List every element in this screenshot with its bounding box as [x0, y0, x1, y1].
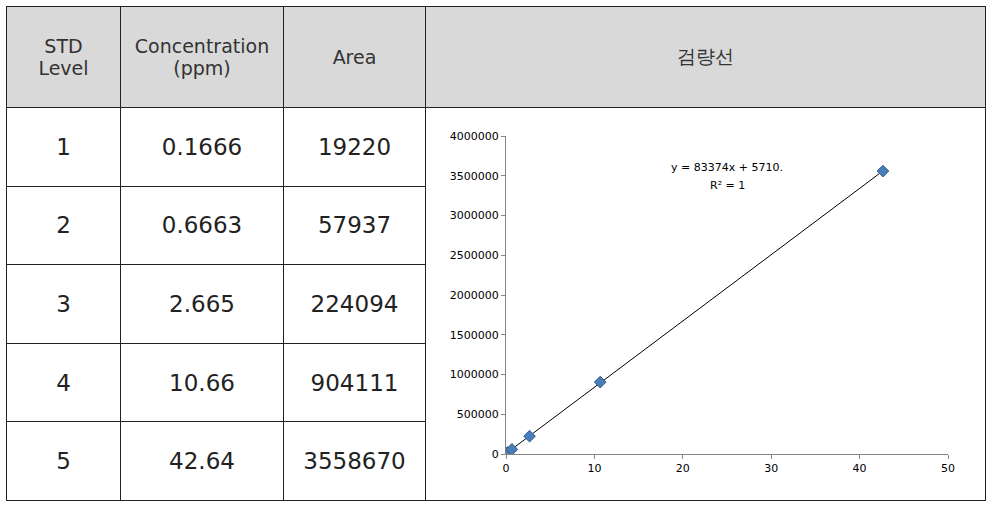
html-text:Concentration: Concentration	[134, 35, 270, 57]
svg-text:40: 40	[853, 462, 867, 475]
svg-text:1500000: 1500000	[450, 329, 499, 342]
html-text:3558670: 3558670	[303, 448, 406, 475]
svg-text:y = 83374x + 5710.: y = 83374x + 5710.	[671, 161, 783, 174]
html-text:2: 2	[56, 212, 71, 239]
html-text:0.6663: 0.6663	[161, 212, 243, 239]
html-text:19220: 19220	[317, 133, 392, 160]
html-text:검량선: 검량선	[677, 45, 734, 67]
svg-text:4000000: 4000000	[450, 130, 499, 143]
html-text:57937: 57937	[317, 212, 392, 239]
svg-text:50: 50	[941, 462, 955, 475]
svg-text:2000000: 2000000	[450, 289, 499, 302]
html-text:3: 3	[56, 291, 71, 317]
html-text:(ppm): (ppm)	[173, 57, 231, 79]
svg-text:10: 10	[587, 462, 601, 475]
html-text:2.665: 2.665	[169, 291, 235, 317]
svg-text:1000000: 1000000	[450, 368, 499, 381]
html-text:42.64: 42.64	[169, 448, 235, 475]
html-text:904111: 904111	[310, 369, 399, 396]
html-text:5: 5	[56, 448, 71, 475]
html-text:0.1666: 0.1666	[161, 133, 243, 160]
svg-text:2500000: 2500000	[450, 249, 499, 262]
html-text:Level: Level	[38, 57, 89, 79]
svg-text:R² = 1: R² = 1	[710, 179, 745, 192]
html-text:Area: Area	[332, 46, 377, 68]
svg-text:0: 0	[503, 462, 510, 475]
html-text:10.66: 10.66	[169, 369, 235, 396]
html-text:STD: STD	[44, 35, 83, 57]
svg-text:3500000: 3500000	[450, 170, 499, 183]
html-text:1: 1	[56, 133, 71, 160]
svg-text:30: 30	[764, 462, 778, 475]
html-text:224094: 224094	[310, 291, 399, 317]
svg-text:3000000: 3000000	[450, 209, 499, 222]
svg-text:20: 20	[676, 462, 690, 475]
html-text:4: 4	[56, 369, 71, 396]
svg-text:0: 0	[492, 448, 499, 461]
svg-text:500000: 500000	[457, 408, 499, 421]
